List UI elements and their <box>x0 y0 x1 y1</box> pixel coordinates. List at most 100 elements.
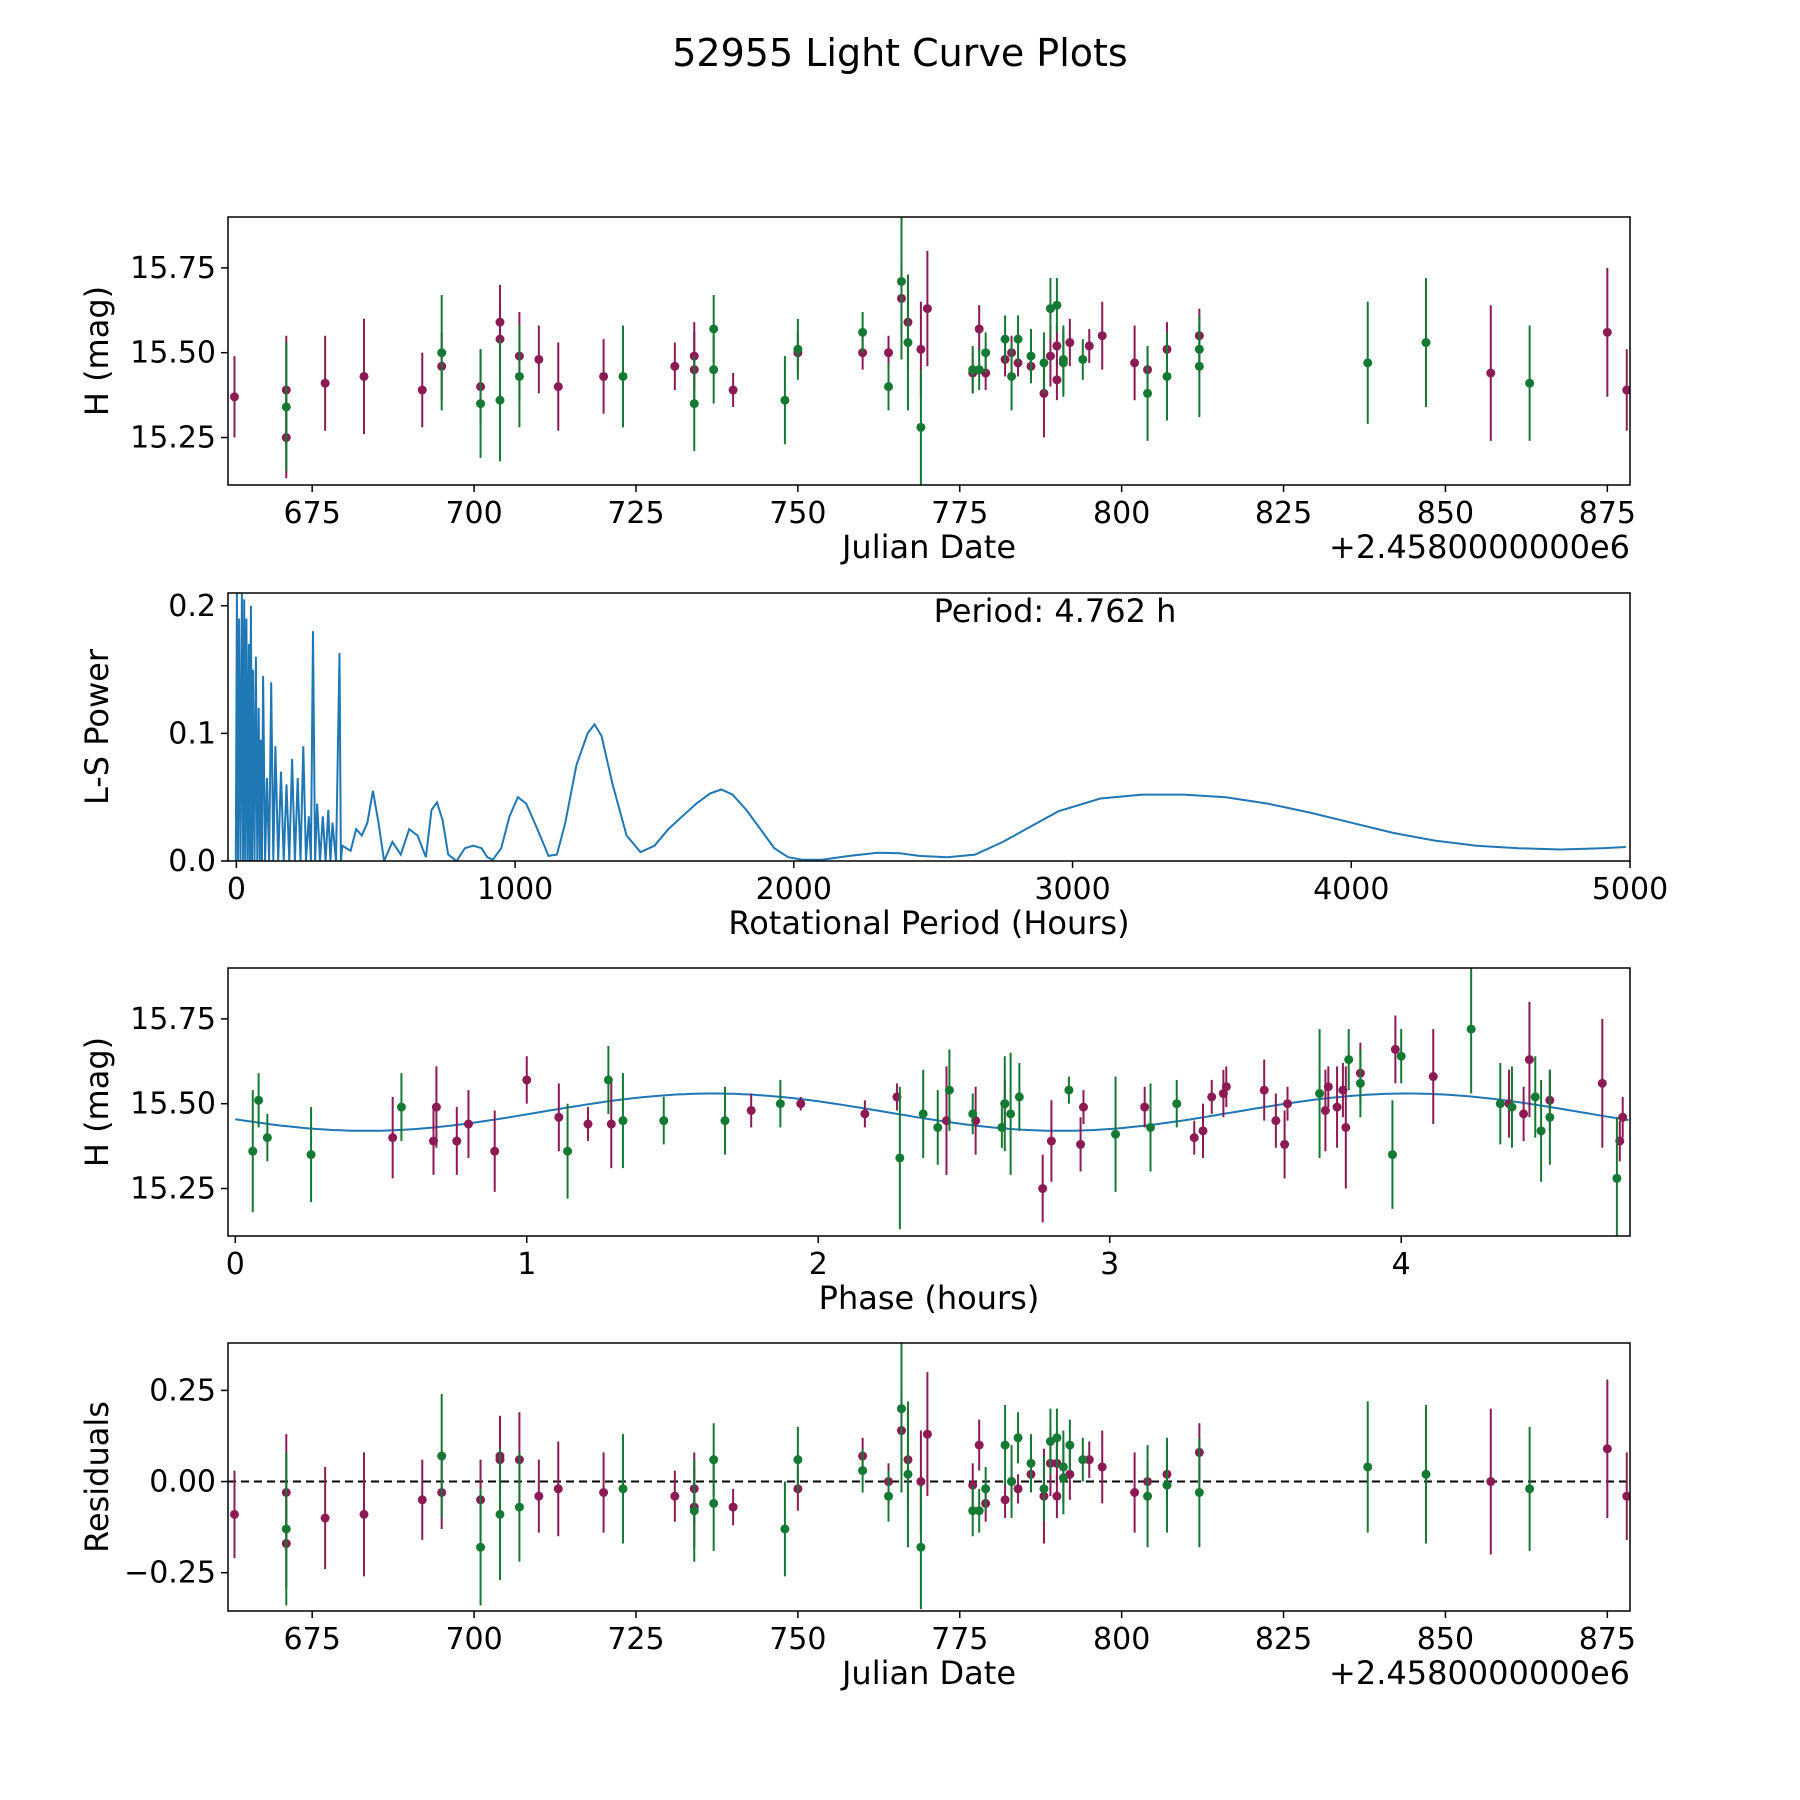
data-point <box>968 1506 978 1516</box>
data-point <box>1039 358 1049 368</box>
periodogram-panel: 0 1000 2000 3000 4000 5000 0.0 0.1 0.2 Rotational… <box>78 589 1668 942</box>
data-point <box>1363 358 1373 368</box>
period-annotation: Period: 4.762 h <box>934 592 1177 630</box>
data-point <box>1421 1469 1431 1479</box>
data-point <box>1097 331 1107 341</box>
data-point <box>1006 1109 1016 1119</box>
data-point <box>359 371 369 381</box>
data-point <box>922 1429 932 1439</box>
data-point <box>514 371 524 381</box>
y-tick-label: 0.2 <box>168 589 216 624</box>
phased-x-axis-label: Phase (hours) <box>819 1279 1040 1317</box>
residuals-offset-text: +2.4580000000e6 <box>1329 1654 1630 1692</box>
data-point <box>618 1116 628 1126</box>
data-point <box>1315 1089 1325 1099</box>
data-point <box>248 1146 258 1156</box>
data-point <box>728 385 738 395</box>
y-tick-label: 15.25 <box>130 1172 216 1207</box>
data-point <box>534 1491 544 1501</box>
data-point <box>603 1075 613 1085</box>
lightcurve-plot-area <box>229 217 1630 485</box>
data-point <box>1466 1024 1476 1034</box>
data-point <box>793 1455 803 1465</box>
x-tick-label: 825 <box>1255 1622 1312 1657</box>
data-point <box>974 1440 984 1450</box>
data-point <box>1525 378 1535 388</box>
x-tick-label: 875 <box>1579 496 1636 531</box>
data-point <box>746 1105 756 1115</box>
data-point <box>1058 358 1068 368</box>
periodogram-x-axis-label: Rotational Period (Hours) <box>728 904 1129 942</box>
data-point <box>1045 351 1055 361</box>
data-point <box>1495 1099 1505 1109</box>
data-point <box>554 1112 564 1122</box>
data-point <box>1341 1122 1351 1132</box>
data-point <box>1194 1487 1204 1497</box>
data-point <box>229 1509 239 1519</box>
data-point <box>720 1116 730 1126</box>
data-point <box>495 395 505 405</box>
y-tick-label: 15.25 <box>130 421 216 456</box>
data-point <box>916 1477 926 1487</box>
data-point <box>1355 1078 1365 1088</box>
data-point <box>709 365 719 375</box>
data-point <box>775 1099 785 1109</box>
phased-frame <box>227 967 1631 1237</box>
data-point <box>858 327 868 337</box>
x-tick-label: 725 <box>607 496 664 531</box>
data-point <box>1323 1082 1333 1092</box>
data-point <box>1618 1112 1628 1122</box>
data-point <box>1602 1444 1612 1454</box>
data-point <box>1486 1477 1496 1487</box>
data-point <box>1363 1462 1373 1472</box>
data-point <box>1421 338 1431 348</box>
data-point <box>1052 300 1062 310</box>
data-point <box>1486 368 1496 378</box>
x-tick-label: 775 <box>931 496 988 531</box>
data-point <box>709 324 719 334</box>
data-point <box>534 354 544 364</box>
y-tick-label: 0.1 <box>168 716 216 751</box>
data-point <box>1525 1484 1535 1494</box>
data-point <box>933 1122 943 1132</box>
data-point <box>1078 354 1088 364</box>
data-point <box>1065 1440 1075 1450</box>
data-point <box>896 276 906 286</box>
y-tick-label: 15.50 <box>130 336 216 371</box>
data-point <box>553 1484 563 1494</box>
data-point <box>320 1513 330 1523</box>
data-point <box>860 1109 870 1119</box>
data-point <box>599 371 609 381</box>
data-point <box>1545 1112 1555 1122</box>
y-tick-label: 0.25 <box>149 1373 216 1408</box>
data-point <box>1076 1139 1086 1149</box>
data-point <box>1058 1473 1068 1483</box>
x-tick-label: 700 <box>445 496 502 531</box>
data-point <box>1039 1484 1049 1494</box>
data-point <box>1140 1102 1150 1112</box>
y-tick-label: 0.0 <box>168 844 216 879</box>
x-tick-label: 800 <box>1093 1622 1150 1657</box>
data-point <box>1046 1136 1056 1146</box>
data-point <box>1000 1495 1010 1505</box>
data-point <box>431 1102 441 1112</box>
data-point <box>1007 371 1017 381</box>
data-point <box>553 382 563 392</box>
data-point <box>490 1146 500 1156</box>
data-point <box>1111 1129 1121 1139</box>
data-point <box>1026 1458 1036 1468</box>
data-point <box>974 324 984 334</box>
residuals-y-axis-label: Residuals <box>78 1401 116 1553</box>
data-point <box>903 338 913 348</box>
x-tick-label: 700 <box>445 1622 502 1657</box>
data-point <box>476 399 486 409</box>
data-point <box>903 1469 913 1479</box>
data-point <box>1084 341 1094 351</box>
data-point <box>1064 1085 1074 1095</box>
data-point <box>563 1146 573 1156</box>
data-point <box>306 1150 316 1160</box>
data-point <box>1013 334 1023 344</box>
data-point <box>359 1509 369 1519</box>
data-point <box>709 1498 719 1508</box>
